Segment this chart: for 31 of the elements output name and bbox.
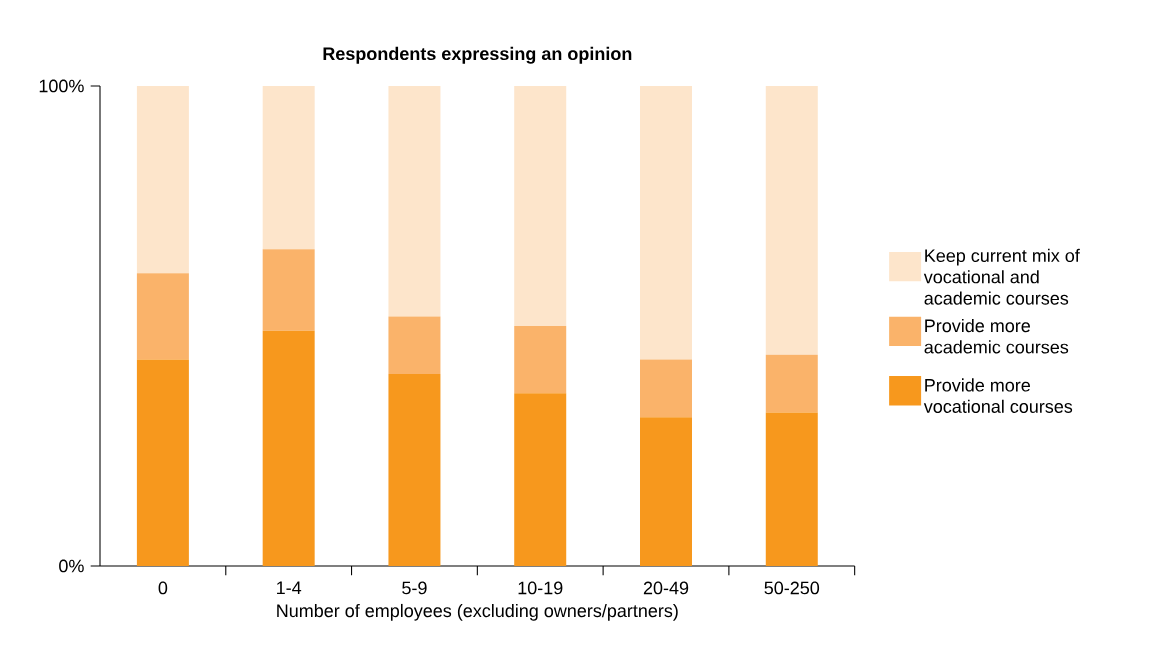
bar — [262, 85, 315, 250]
bar — [514, 85, 567, 326]
bar — [765, 354, 818, 413]
bar — [136, 85, 189, 274]
bar — [514, 325, 567, 394]
bar — [136, 273, 189, 360]
bar — [388, 373, 441, 566]
y-tick-label: 0% — [59, 559, 84, 573]
bar — [514, 393, 567, 566]
x-tick-label: 1-4 — [277, 581, 302, 594]
legend-label: Provide more vocational courses — [923, 378, 1073, 413]
x-tick-label: 0 — [158, 581, 168, 595]
bar — [640, 359, 692, 418]
x-tick-label: 50-250 — [764, 581, 820, 595]
bar — [262, 330, 315, 566]
bar — [640, 417, 692, 566]
bar — [136, 359, 189, 566]
legend-label: Keep current mix of vocational and academic courses — [923, 248, 1080, 305]
bar — [262, 249, 315, 331]
bar — [765, 85, 818, 355]
bar — [388, 316, 441, 374]
x-tick-label: 5-9 — [402, 581, 427, 595]
chart-title: Respondents expressing an opinion — [323, 46, 632, 64]
x-axis-title: Number of employees (excluding owners/partners) — [277, 603, 678, 621]
x-tick-label: 10-19 — [518, 581, 563, 595]
y-tick-label: 100% — [39, 79, 84, 93]
bar — [640, 85, 692, 360]
bar — [388, 85, 441, 317]
bar — [765, 412, 818, 566]
x-tick-label: 20-49 — [643, 581, 689, 595]
legend-label: Provide more academic courses — [924, 318, 1069, 354]
